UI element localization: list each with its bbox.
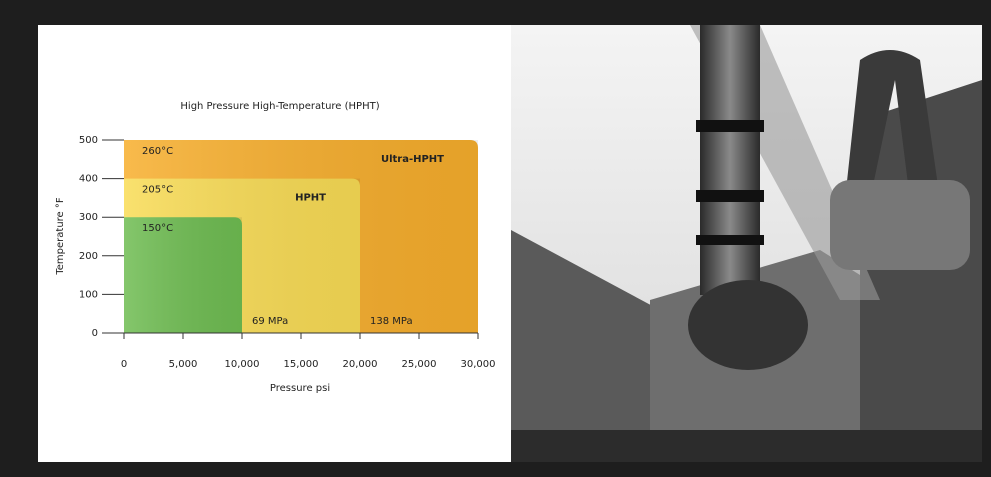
region-name: HPHT xyxy=(295,193,326,204)
pressure-label: 69 MPa xyxy=(252,316,288,327)
photo xyxy=(511,25,982,462)
temperature-label: 260°C xyxy=(142,146,173,157)
x-tick-label: 30,000 xyxy=(461,359,496,370)
temperature-label: 150°C xyxy=(142,223,173,234)
y-tick-label: 500 xyxy=(79,135,98,146)
pressure-label: 138 MPa xyxy=(370,316,413,327)
region-shade xyxy=(124,217,242,333)
x-tick-label: 10,000 xyxy=(225,359,260,370)
y-tick-label: 400 xyxy=(79,174,98,185)
x-tick-label: 25,000 xyxy=(402,359,437,370)
temperature-label: 205°C xyxy=(142,185,173,196)
y-tick-label: 0 xyxy=(92,328,98,339)
x-tick-label: 0 xyxy=(121,359,127,370)
x-tick-label: 5,000 xyxy=(169,359,198,370)
y-tick-label: 200 xyxy=(79,251,98,262)
region-name: Ultra-HPHT xyxy=(381,154,444,165)
x-tick-label: 15,000 xyxy=(284,359,319,370)
chart-title: High Pressure High-Temperature (HPHT) xyxy=(180,101,379,112)
x-axis-label: Pressure psi xyxy=(270,383,330,394)
y-tick-label: 300 xyxy=(79,212,98,223)
y-tick-label: 100 xyxy=(79,289,98,300)
y-axis-label: Temperature °F xyxy=(55,197,66,276)
x-tick-label: 20,000 xyxy=(343,359,378,370)
